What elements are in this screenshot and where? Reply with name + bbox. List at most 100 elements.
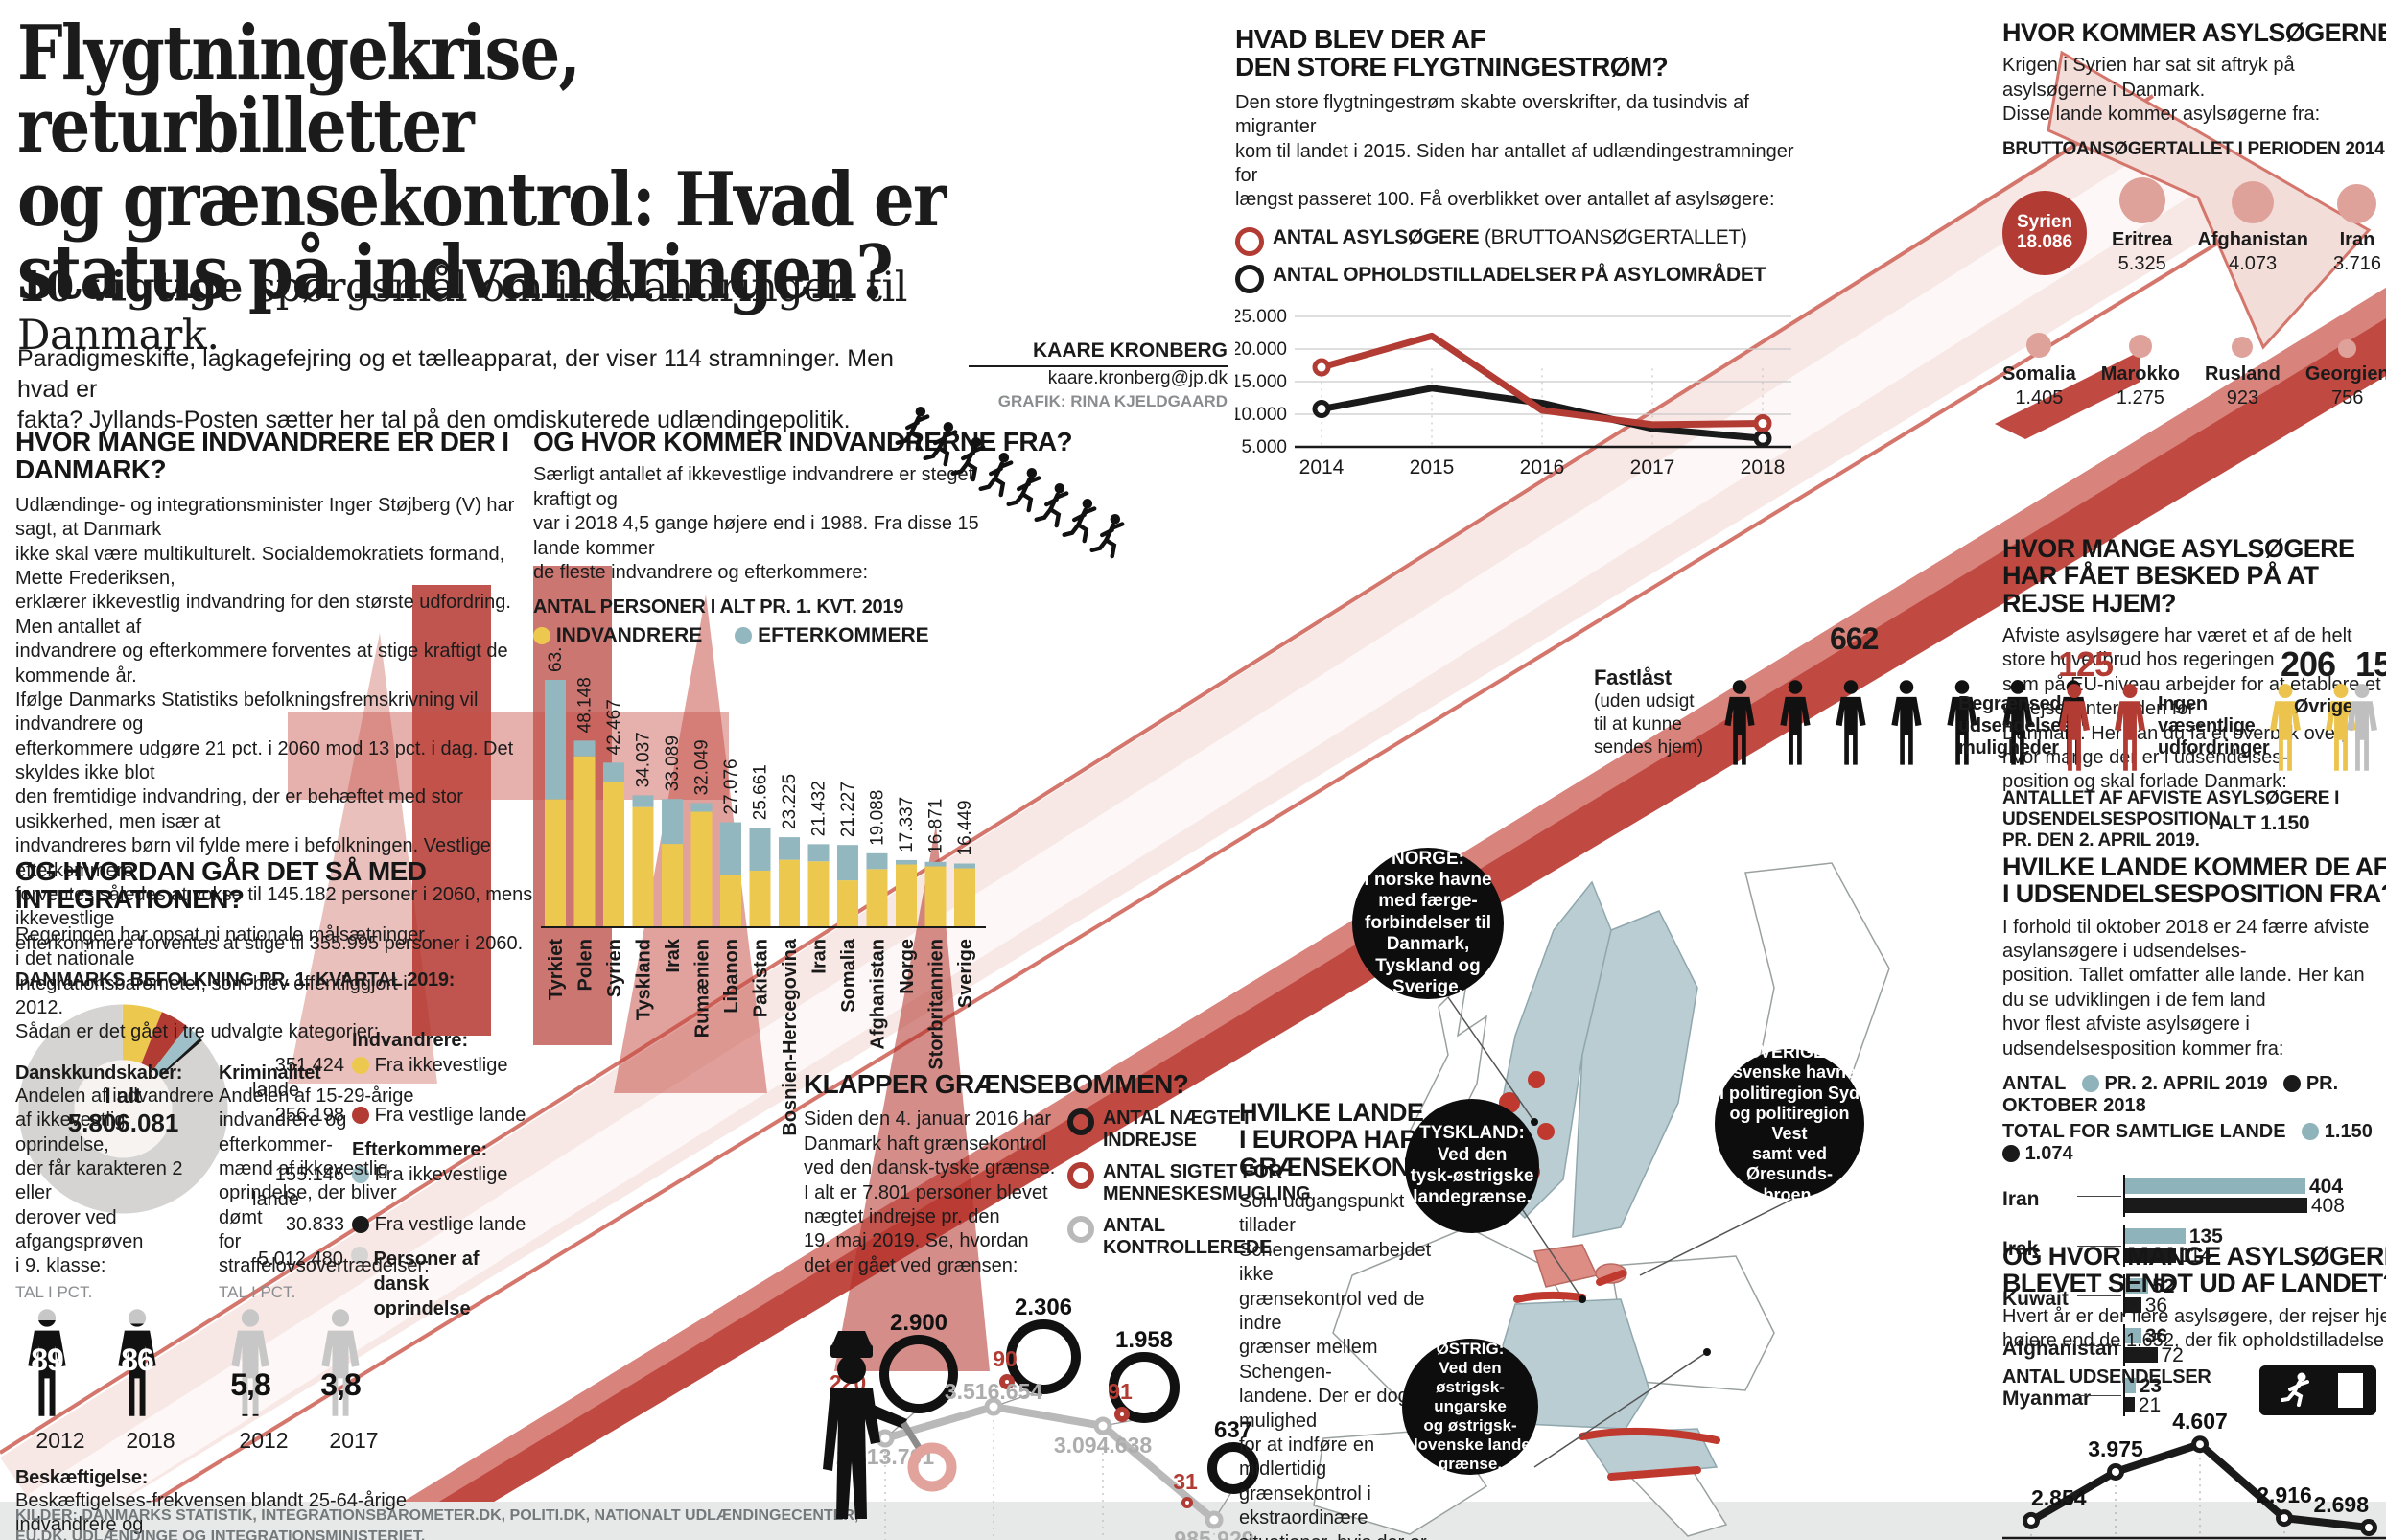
col-header: Kriminalitet (219, 1062, 321, 1084)
section-title: OG HVOR MANGE ASYLSØGERE ER RENT FAKTISK… (2002, 1242, 2386, 1298)
svg-text:3.094.638: 3.094.638 (1054, 1433, 1153, 1458)
bar-value-label: 27.076 (721, 759, 741, 815)
svg-text:31: 31 (1173, 1469, 1198, 1494)
legend-item: 30.833 Fra vestlige lande (285, 1214, 526, 1236)
col-header: Danskkundskaber: (15, 1062, 183, 1084)
callout-sverige: SVERIGE: I svenske havne i politiregion … (1715, 1042, 1864, 1204)
legend-header: Indvandrere: (352, 1030, 469, 1052)
bar-indvandrere (573, 757, 596, 928)
black-dot-icon (2283, 1075, 2302, 1093)
svg-text:1.958: 1.958 (1115, 1327, 1173, 1353)
figures-kriminalitet: 5,8 3,8 2012 2017 (219, 1308, 428, 1454)
legend-opholdstilladelser: ANTAL OPHOLDSTILLADELSER PÅ ASYLOMRÅDET (1235, 264, 1801, 293)
bar-efterkommere (632, 795, 654, 808)
map-sweden (1572, 910, 1698, 1238)
bar-indvandrere (603, 782, 624, 928)
bar-indvandrere (924, 866, 947, 928)
group-label: Fastlåst (1594, 665, 1672, 689)
footer-total: I ALT 1.150 (2209, 812, 2310, 834)
bar-category-label: Rumænien (692, 939, 713, 1038)
bar-efterkommere (924, 862, 947, 867)
group-value-yellow: 206 (2281, 644, 2336, 684)
udsendelser-line-chart: 2.8543.9754.6072.9162.698201420152016201… (2002, 1392, 2386, 1540)
asyl-bubble-chart: Syrien 18.086 Eritrea 5.325 Afghanistan 4.0… (2002, 176, 2386, 409)
running-figure-icon (895, 407, 930, 452)
svg-text:4.607: 4.607 (2172, 1410, 2228, 1435)
section-title: OG HVOR KOMMER INDVANDRERNE FRA? (533, 427, 1073, 456)
bar-indvandrere (954, 868, 975, 928)
indvandrere-stacked-bar-chart: 63.819Tyrkiet48.148Polen42.467Syrien34.0… (533, 617, 994, 1189)
group-label-begransede: Begrænsede udsendelses- muligheder (1958, 693, 2078, 758)
black-person-icon (1836, 680, 1866, 765)
hbar-row-Irak: Irak 135 114 (2002, 1225, 2223, 1268)
bar-apr2019 (2125, 1228, 2186, 1245)
bar-indvandrere (749, 871, 771, 928)
bubble-Afghanistan: Afghanistan 4.073 (2197, 180, 2308, 275)
bar-category-label: Afghanistan (868, 939, 889, 1050)
svg-text:I alt: I alt (105, 1084, 143, 1108)
section-body: Siden den 4. januar 2016 har Danmark haf… (804, 1108, 1056, 1276)
black-person-icon (1724, 680, 1755, 765)
befolkning-donut-chart: I alt 5.806.081 (15, 1001, 231, 1321)
section-body: Udlændinge- og integrationsminister Inge… (15, 494, 533, 954)
svg-text:2017: 2017 (1630, 456, 1675, 478)
black-ring-icon (1067, 1108, 1094, 1136)
group-sublabel: (uden udsigt til at kunne sendes hjem) (1594, 691, 1704, 758)
bar-indvandrere (779, 860, 800, 928)
person-figure: 5,8 (219, 1308, 282, 1426)
bar-indvandrere (662, 844, 683, 928)
callout-tyskland: TYSKLAND: Ved den tysk-østrigske landegr… (1405, 1099, 1539, 1233)
black-person-icon (2002, 680, 2033, 765)
byline: KAARE KRONBERG kaare.kronberg@jp.dk GRAF… (969, 338, 1228, 412)
bar-value-label: 21.227 (838, 782, 858, 837)
donut-legend: Indvandrere: 351.424 Fra ikkevestlige la… (252, 1028, 538, 1321)
bar-apr2019 (2125, 1328, 2141, 1344)
hbar-row-Iran: Iran 404 408 (2002, 1175, 2345, 1218)
bar-apr2019 (2125, 1378, 2136, 1394)
col-header: Beskæftigelse: (15, 1466, 149, 1488)
black-dot-icon (352, 1216, 369, 1234)
running-figure-icon (1006, 468, 1041, 513)
bar-category-label: Libanon (721, 939, 742, 1014)
bar-legend: INDVANDRERE EFTERKOMMERE (533, 624, 994, 647)
bar-okt2018 (2125, 1297, 2141, 1314)
section-title: HVOR KOMMER ASYLSØGERNE FRA? (2002, 18, 2386, 47)
bar-efterkommere (573, 740, 596, 758)
running-figures (0, 0, 1343, 695)
section-title: HVAD BLEV DER AF DEN STORE FLYGTNINGESTR… (1235, 24, 1669, 82)
col-danskkundskaber: Danskkundskaber: Andelen af indvandrere … (15, 1062, 219, 1454)
group-figures-yellow (2259, 683, 2367, 775)
section-title: HVOR MANGE INDVANDRERE ER DER I DANMARK? (15, 427, 509, 485)
border-control-lines (1513, 1270, 1720, 1481)
black-ring-icon (1235, 264, 1264, 293)
red-ring-icon (1235, 226, 1264, 256)
fastlast-value: 662 (1830, 621, 1879, 656)
bar-category-label: Somalia (838, 938, 859, 1013)
person-icon (2059, 684, 2090, 771)
svg-text:2.900: 2.900 (890, 1310, 947, 1336)
bar-indvandrere (545, 799, 566, 928)
stacked-bar-svg: 63.819Tyrkiet48.148Polen42.467Syrien34.0… (541, 617, 986, 1136)
bar-indvandrere (896, 864, 917, 928)
donut-svg: I alt 5.806.081 (18, 1004, 228, 1214)
bar-category-label: Tyrkiet (546, 939, 567, 1000)
legend-item: 256.198 Fra vestlige lande (274, 1105, 526, 1127)
svg-text:2.916: 2.916 (2257, 1483, 2312, 1508)
chart-label: BRUTTOANSØGERTALLET I PERIODEN 2014 TIL … (2002, 138, 2386, 159)
donut-segment (18, 1004, 228, 1214)
bar-value-label: 25.661 (751, 764, 771, 820)
person-figure: 89 (15, 1308, 79, 1426)
callout-norge: NORGE: I norske havne med færge- forbind… (1352, 848, 1504, 999)
sources-text: KILDER: DANMARKS STATISTIK, INTEGRATIONS… (15, 1507, 859, 1540)
section-integration: OG HVORDAN GÅR DET SÅ MED INTEGRATIONEN?… (15, 857, 430, 1540)
bar-efterkommere (779, 837, 800, 861)
bubble-Somalia: Somalia 1.405 (2002, 332, 2076, 409)
running-figure-icon (923, 422, 958, 467)
group-label-ovrige: Øvrige (2294, 696, 2353, 717)
legend-item: 155.146 Fra ikkevestlige lande (252, 1164, 508, 1211)
group-figures-red (2048, 683, 2156, 775)
legend-header: Efterkommere: (352, 1139, 488, 1161)
bar-efterkommere (603, 762, 624, 783)
hbar-row-Kuwait: Kuwait 52 36 (2002, 1274, 2175, 1318)
hbar-row-Afghanistan: Afghanistan 36 72 (2002, 1324, 2184, 1367)
